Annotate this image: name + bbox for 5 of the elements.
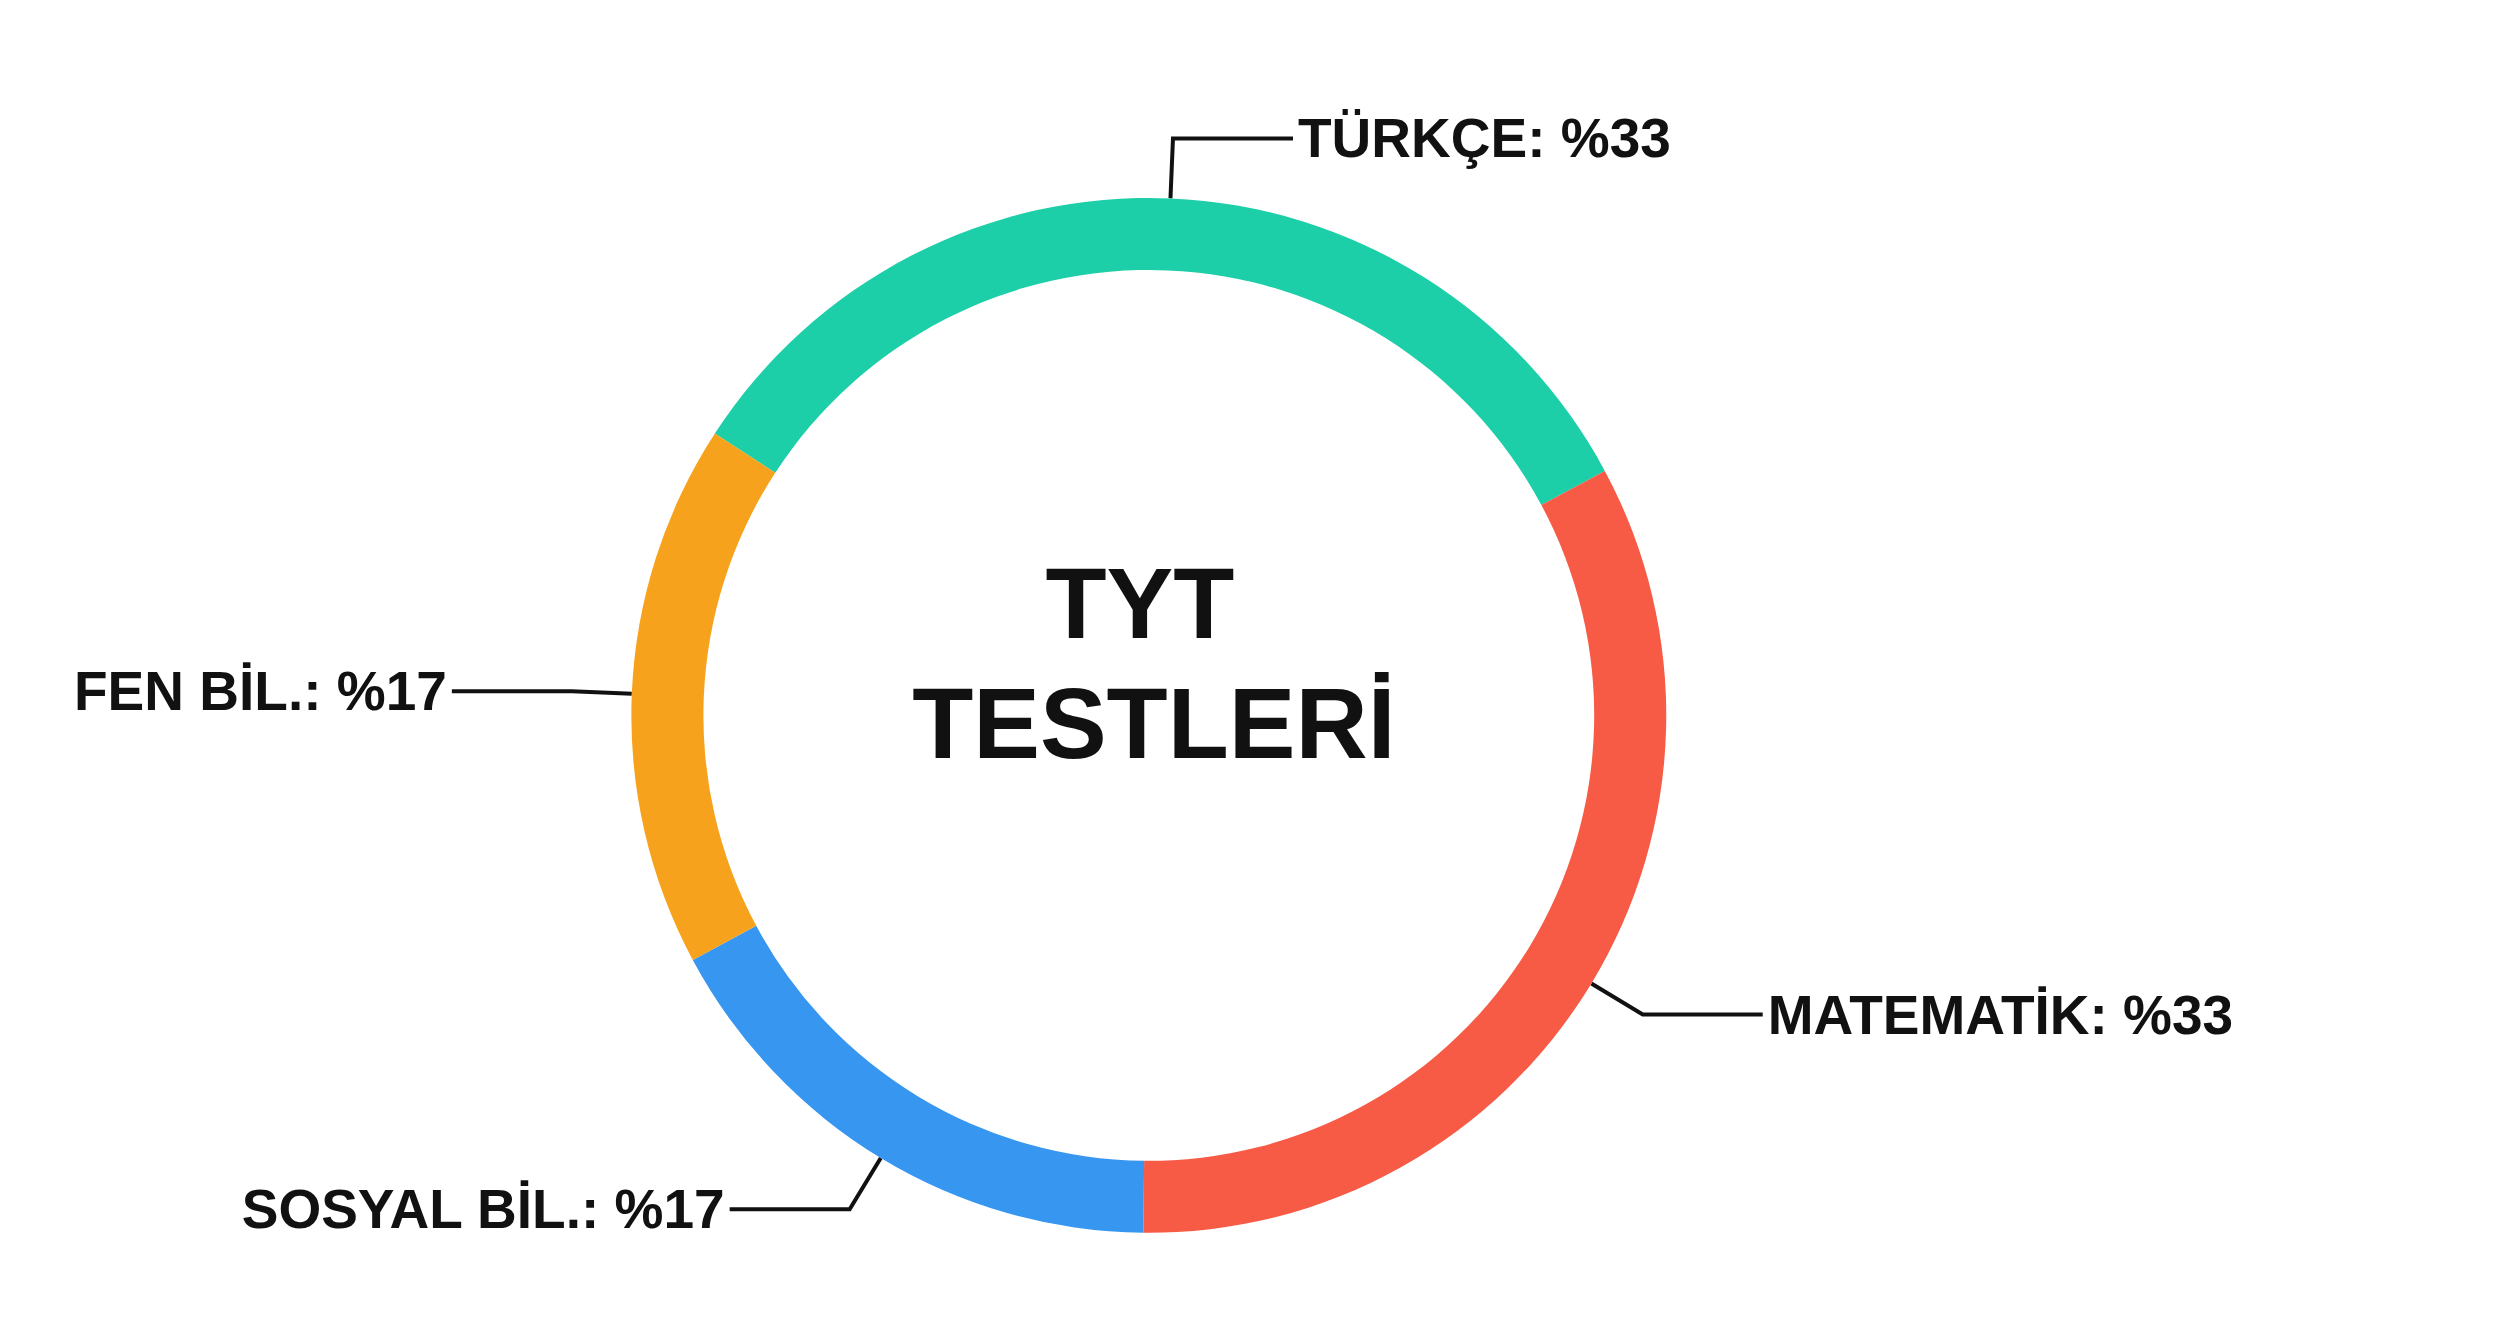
slice-label: TÜRKÇE: %33 <box>1297 107 1671 170</box>
slice-label: SOSYAL BİL.: %17 <box>241 1178 725 1241</box>
slice-label: MATEMATİK: %33 <box>1767 983 2234 1046</box>
text: TYT TESTLERİ <box>912 547 1396 779</box>
slice-label: FEN BİL.: %17 <box>74 660 447 723</box>
